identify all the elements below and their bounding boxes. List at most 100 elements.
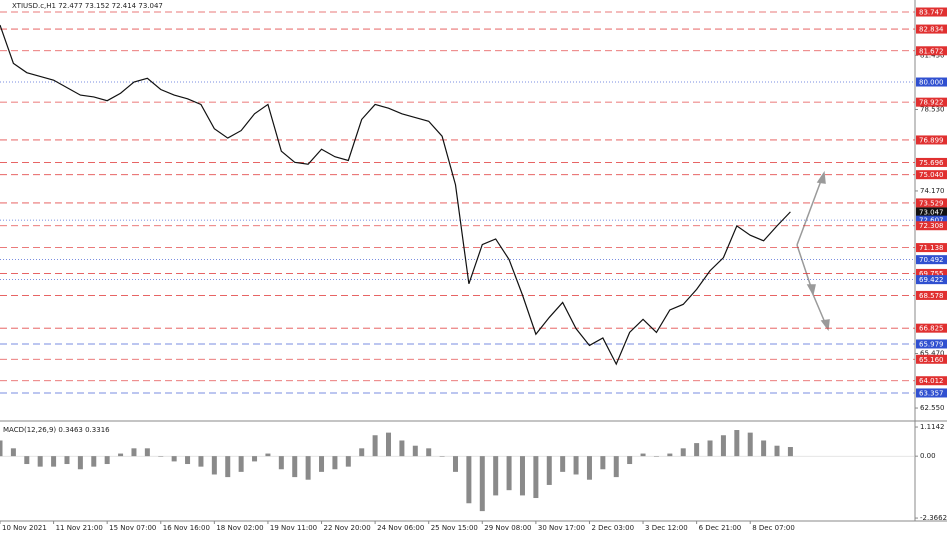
level-tag: [916, 215, 947, 225]
level-tag: [916, 339, 947, 349]
macd-bar: [171, 456, 177, 462]
level-tag: [916, 376, 947, 386]
x-tick-label: 10 Nov 2021: [2, 524, 47, 532]
macd-bar: [372, 435, 378, 457]
macd-bar: [24, 456, 30, 465]
macd-bar: [278, 456, 284, 470]
level-tag: [916, 157, 947, 167]
x-tick-label: 22 Nov 20:00: [324, 524, 371, 532]
x-tick-label: 24 Nov 06:00: [377, 524, 424, 532]
level-label: 68.578: [919, 292, 944, 300]
macd-bar: [10, 448, 16, 457]
y-tick-label: 65.470: [920, 349, 945, 357]
forecast-arrows: [796, 170, 830, 331]
level-label: 69.755: [919, 270, 944, 278]
y-tick-label: 78.530: [920, 105, 945, 113]
level-tag: [916, 7, 947, 17]
x-tick-label: 19 Nov 11:00: [270, 524, 317, 532]
macd-bar: [747, 432, 753, 457]
y-tick-label: 74.170: [920, 187, 945, 195]
macd-bar: [694, 443, 700, 457]
x-tick-label: 30 Nov 17:00: [538, 524, 585, 532]
level-tag: [916, 243, 947, 253]
y-tick-label: 0.00: [920, 452, 936, 460]
macd-bar: [77, 456, 83, 470]
macd-bar: [479, 456, 485, 512]
macd-bar: [292, 456, 298, 478]
level-label: 80.000: [919, 79, 944, 87]
level-tag: [916, 46, 947, 56]
macd-bar: [144, 448, 150, 457]
level-label: 83.747: [919, 9, 944, 17]
level-label: 64.012: [919, 377, 944, 385]
macd-bar: [466, 456, 472, 504]
macd-bar: [51, 456, 57, 467]
level-tag: [916, 77, 947, 87]
level-tag: [916, 221, 947, 231]
macd-bar: [560, 456, 566, 472]
macd-bar: [426, 448, 432, 457]
level-tag: [916, 24, 947, 34]
macd-bar: [37, 456, 43, 467]
macd-bar: [707, 440, 713, 457]
level-tag: [916, 255, 947, 265]
macd-bar: [774, 445, 780, 457]
x-tick-label: 2 Dec 03:00: [591, 524, 634, 532]
macd-bar: [399, 440, 405, 457]
level-label: 66.825: [919, 325, 944, 333]
level-tag: [916, 354, 947, 364]
macd-bar: [600, 456, 606, 470]
x-tick-label: 8 Dec 07:00: [752, 524, 795, 532]
macd-bar: [225, 456, 231, 478]
x-tick-label: 29 Nov 08:00: [484, 524, 531, 532]
macd-bar: [211, 456, 217, 475]
macd-bar: [653, 456, 659, 457]
y-tick-label: 62.550: [920, 404, 945, 412]
macd-bar: [319, 456, 325, 472]
level-tag: [916, 268, 947, 278]
macd-bar: [91, 456, 97, 467]
macd-bar: [265, 453, 271, 457]
level-label: 69.422: [919, 276, 944, 284]
macd-bar: [185, 456, 191, 465]
level-label: 78.922: [919, 99, 944, 107]
level-tag: [916, 97, 947, 107]
macd-bar: [533, 456, 539, 499]
x-tick-label: 16 Nov 16:00: [163, 524, 210, 532]
macd-bar: [493, 456, 499, 496]
y-tick-label: -2.3662: [920, 514, 947, 522]
level-label: 81.672: [919, 47, 944, 55]
macd-bar: [761, 440, 767, 457]
macd-bar: [519, 456, 525, 496]
macd-bar: [386, 432, 392, 457]
macd-bar: [198, 456, 204, 467]
macd-bar: [680, 448, 686, 457]
macd-bar: [359, 448, 365, 457]
macd-bar: [131, 448, 137, 457]
level-label: 76.899: [919, 136, 944, 144]
x-tick-label: 11 Nov 21:00: [56, 524, 103, 532]
macd-bar: [720, 435, 726, 457]
level-label: 65.160: [919, 356, 944, 364]
macd-bar: [787, 447, 793, 457]
macd-bar: [627, 456, 633, 465]
level-label: 73.529: [919, 199, 944, 207]
macd-title: MACD(12,26,9) 0.3463 0.3316: [3, 426, 110, 434]
macd-bar: [452, 456, 458, 472]
macd-bar: [506, 456, 512, 491]
level-label: 72.308: [919, 222, 944, 230]
macd-bar: [667, 453, 673, 457]
level-tag: [916, 207, 947, 217]
macd-bar: [238, 456, 244, 472]
macd-bar: [439, 456, 445, 457]
macd-bar: [734, 430, 740, 457]
x-tick-label: 15 Nov 07:00: [109, 524, 156, 532]
y-tick-label: 1.1142: [920, 423, 945, 431]
macd-bar: [158, 456, 164, 457]
level-label: 63.357: [919, 389, 944, 397]
macd-bar: [412, 445, 418, 457]
macd-bar: [64, 456, 70, 465]
macd-bar: [332, 456, 338, 470]
level-tag: [916, 275, 947, 285]
macd-bar: [104, 456, 110, 465]
